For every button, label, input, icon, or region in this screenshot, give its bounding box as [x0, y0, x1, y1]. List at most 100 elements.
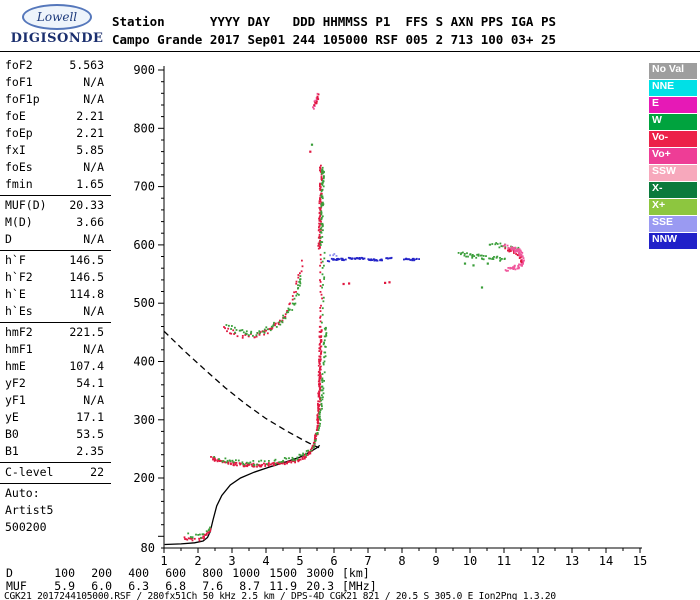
- svg-text:80: 80: [141, 541, 155, 555]
- row-value: 600: [165, 566, 186, 580]
- row-value: 20.3: [306, 579, 334, 593]
- param-value: N/A: [83, 232, 104, 246]
- trace-spreadF-upper-X: [319, 166, 325, 246]
- param-row: M(D) 3.66: [0, 214, 111, 231]
- row-value: 400: [128, 566, 149, 580]
- param-value: 17.1: [76, 410, 104, 424]
- trace-E-trace-X: [187, 526, 211, 539]
- ionogram-chart: 80 200 300 400 500 600 700 800 900 1 2 3 4 5 6 7 8 9 10 11 1…: [118, 60, 652, 568]
- row-value: 7.6: [202, 579, 223, 593]
- param-label: foE: [5, 109, 26, 123]
- trace-second-hop-X: [225, 275, 302, 337]
- param-value: 53.5: [76, 427, 104, 441]
- param-value: 20.33: [69, 198, 104, 212]
- svg-text:12: 12: [531, 554, 545, 566]
- param-value: 2.21: [76, 109, 104, 123]
- svg-text:500: 500: [133, 296, 155, 310]
- extrapolated-profile: [163, 330, 320, 449]
- row-value: 6.0: [91, 579, 112, 593]
- param-value: 1.65: [76, 177, 104, 191]
- lowell-digisonde-logo: Lowell DIGISONDE: [6, 4, 108, 46]
- param-label: foEs: [5, 160, 33, 174]
- svg-text:2: 2: [194, 554, 201, 566]
- svg-text:11: 11: [497, 554, 511, 566]
- param-label: hmE: [5, 359, 26, 373]
- trace-east-hook-blob: [512, 246, 524, 256]
- param-value: 5.563: [69, 58, 104, 72]
- param-value: N/A: [83, 92, 104, 106]
- svg-text:900: 900: [133, 63, 155, 77]
- row-unit: [km]: [342, 566, 370, 580]
- param-label: foEp: [5, 126, 33, 140]
- param-label: h`Es: [5, 304, 33, 318]
- param-label: Artist5: [5, 503, 54, 517]
- param-value: N/A: [83, 342, 104, 356]
- svg-text:700: 700: [133, 180, 155, 194]
- param-label: C-level: [5, 465, 54, 479]
- param-value: 146.5: [69, 253, 104, 267]
- legend-item-e: E: [649, 97, 697, 113]
- svg-text:13: 13: [565, 554, 579, 566]
- status-line: CGK21_2017244105000.RSF / 280fx51Ch 50 k…: [4, 591, 556, 600]
- param-value: N/A: [83, 304, 104, 318]
- param-label: hmF1: [5, 342, 33, 356]
- param-row: foF2 5.563: [0, 57, 111, 74]
- param-value: 3.66: [76, 215, 104, 229]
- isolated-echoes: [309, 143, 489, 289]
- param-value: 22: [90, 465, 104, 479]
- param-row: h`F2 146.5: [0, 269, 111, 286]
- trace-east-trace-green: [457, 251, 506, 262]
- param-label: M(D): [5, 215, 33, 229]
- param-value: 221.5: [69, 325, 104, 339]
- header-divider: [0, 51, 700, 52]
- legend-item-nnw: NNW: [649, 233, 697, 249]
- row-value: 100: [54, 566, 75, 580]
- svg-text:600: 600: [133, 238, 155, 252]
- trace-oblique-NNW-1: [330, 257, 347, 262]
- param-value: 2.35: [76, 444, 104, 458]
- param-value: 5.85: [76, 143, 104, 157]
- direction-legend: No Val NNE E W Vo- Vo+ SSW X- X+ SSE NNW: [649, 63, 697, 250]
- param-group: MUF(D) 20.33 M(D) 3.66 D N/A: [0, 196, 111, 251]
- param-row: B0 53.5: [0, 426, 111, 443]
- trace-oblique-NNW-3: [367, 258, 383, 262]
- param-row: yF1 N/A: [0, 392, 111, 409]
- row-value: 5.9: [54, 579, 75, 593]
- param-value: N/A: [83, 393, 104, 407]
- param-label: MUF(D): [5, 198, 47, 212]
- param-label: h`F2: [5, 270, 33, 284]
- param-label: hmF2: [5, 325, 33, 339]
- logo-digisonde-text: DIGISONDE: [10, 31, 104, 46]
- param-label: D: [5, 232, 12, 246]
- row-unit: [MHz]: [342, 579, 377, 593]
- profile-lines: [163, 330, 321, 546]
- svg-text:7: 7: [364, 554, 371, 566]
- param-value: 107.4: [69, 359, 104, 373]
- param-row: fmin 1.65: [0, 176, 111, 193]
- param-row: h`F 146.5: [0, 252, 111, 269]
- svg-text:800: 800: [133, 121, 155, 135]
- param-row: D N/A: [0, 231, 111, 248]
- legend-item-nne: NNE: [649, 80, 697, 96]
- param-row: Artist5: [0, 502, 111, 519]
- svg-text:10: 10: [463, 554, 477, 566]
- row-value: 1000: [232, 566, 260, 580]
- legend-item-x+: X+: [649, 199, 697, 215]
- axes: [158, 66, 642, 553]
- row-value: 800: [202, 566, 223, 580]
- svg-text:300: 300: [133, 413, 155, 427]
- row-value: 1500: [269, 566, 297, 580]
- param-group: hmF2 221.5 hmF1 N/A hmE 107.4 yF2 54.1 yF1 N/A yE 1…: [0, 323, 111, 463]
- svg-text:3: 3: [228, 554, 235, 566]
- svg-text:14: 14: [599, 554, 613, 566]
- trace-top-cluster-red: [313, 93, 320, 107]
- legend-item-no-val: No Val: [649, 63, 697, 79]
- row-label: D: [6, 566, 13, 580]
- parameter-panel: foF2 5.563 foF1 N/A foF1p N/A foE 2.21 foEp 2.21 f…: [0, 56, 111, 538]
- param-group: Auto: Artist5 500200: [0, 484, 111, 538]
- header-field-names: Station YYYY DAY DDD HHMMSS P1 FFS S AXN…: [112, 14, 557, 29]
- param-row: foF1p N/A: [0, 91, 111, 108]
- param-label: foF1p: [5, 92, 40, 106]
